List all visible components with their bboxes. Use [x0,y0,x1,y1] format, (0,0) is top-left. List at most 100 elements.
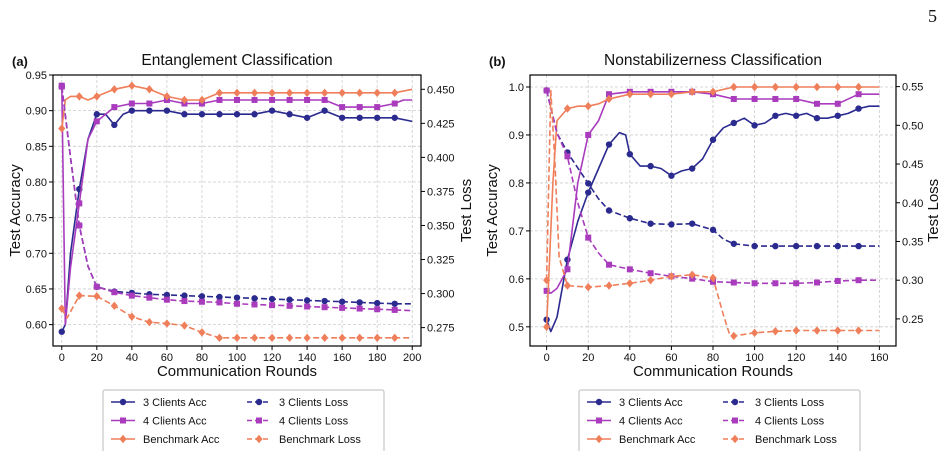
3-clients-acc-point [605,141,613,148]
3-clients-loss-point [303,297,311,304]
benchmark-loss-point [128,312,136,321]
4-clients-loss-point [146,294,153,301]
4-clients-acc-point [234,96,240,103]
benchmark-acc-point [128,81,136,90]
3-clients-acc-point [834,112,841,119]
y2-tick-label: 0.30 [902,275,923,287]
benchmark-acc-point [180,95,189,105]
4-clients-loss-point [339,304,346,311]
4-clients-loss-point [543,87,550,94]
benchmark-acc-point [75,92,83,101]
benchmark-loss-point [834,326,842,335]
3-clients-acc-point [286,111,293,118]
benchmark-acc-point [584,101,592,111]
y-tick-label: 0.65 [26,284,47,296]
x-tick-label: 0 [59,352,65,364]
benchmark-loss-point [338,333,346,343]
3-clients-acc-point [268,107,276,114]
benchmark-loss-point [321,333,329,343]
4-clients-acc-point [606,91,613,98]
benchmark-loss-point [58,304,66,313]
benchmark-acc-point [145,85,153,94]
panel-b-x-label: Communication Rounds [633,363,793,380]
3-clients-acc-point [391,114,398,121]
benchmark-acc-point [250,88,259,98]
y2-tick-label: 0.45 [902,159,923,171]
3-clients-acc-point [216,111,223,118]
benchmark-loss-point [373,333,381,343]
benchmark-loss-point [854,326,863,335]
3-clients-acc-point [146,107,153,114]
4-clients-acc-point [730,95,737,102]
3-clients-loss-point [268,295,276,303]
3-clients-acc-point [163,107,171,114]
3-clients-loss-point [668,221,675,228]
x-tick-label: 40 [624,352,636,364]
4-clients-acc-point [321,96,328,103]
benchmark-loss-point [792,326,800,335]
panel-a-y2-label: Test Loss [458,179,475,242]
panel-a-legend: 3 Clients Acc 3 Clients Loss 4 Clients Acc… [102,389,385,451]
4-clients-loss-point [321,304,328,311]
x-tick-label: 100 [745,352,763,364]
3-clients-acc-point [111,121,118,129]
3-clients-acc-point [373,114,381,121]
benchmark-acc-point [338,88,346,98]
4-clients-loss-point [374,306,381,313]
benchmark-acc-point [647,89,655,99]
4-clients-loss-point [855,277,862,284]
benchmark-acc-point [563,104,572,113]
3-clients-loss-point [647,220,654,227]
legend-swatch-marker [255,434,263,444]
benchmark-loss-point [605,281,613,290]
4-clients-loss-point [793,280,800,287]
benchmark-acc-point [771,82,779,92]
benchmark-loss-point [813,326,821,335]
3-clients-loss-point [834,242,841,250]
4-clients-loss-point [128,292,135,299]
4-clients-acc-point [146,100,153,107]
benchmark-acc-point [834,82,842,92]
4-clients-acc-point [374,104,381,111]
benchmark-loss-point [180,321,189,330]
legend-swatch-marker [595,434,603,444]
3-clients-acc-point [730,119,737,127]
benchmark-acc-point [854,82,863,92]
4-clients-loss-point [234,300,240,307]
3-clients-loss-point [626,215,634,222]
3-clients-loss-line [545,90,880,247]
y2-tick-label: 0.450 [427,84,455,96]
4-clients-acc-point [564,266,571,273]
4-clients-loss-point [58,83,65,90]
legend-swatch-marker [255,398,263,406]
benchmark-acc-point [709,87,717,96]
4-clients-loss-point [730,279,737,286]
x-tick-label: 80 [196,352,208,364]
benchmark-loss-point [215,333,224,343]
x-tick-label: 160 [333,352,351,364]
legend-item-label: Benchmark Loss [755,434,837,446]
4-clients-loss-point [585,234,592,241]
4-clients-acc-point [813,100,820,107]
y2-tick-label: 0.40 [902,198,923,210]
benchmark-acc-point [285,88,294,98]
4-clients-loss-point [198,298,205,305]
benchmark-loss-point [730,331,738,341]
3-clients-loss-point [286,296,293,303]
legend-swatch-marker [595,398,603,406]
benchmark-acc-point [391,88,399,98]
benchmark-loss-point [268,333,276,343]
panel-b-ticks: 0 20 40 60 80 100 120 140 160 0.5 0.6 0.7 0.8 0.9 1.0 0… [509,82,924,364]
4-clients-acc-point [834,100,841,107]
benchmark-acc-point [215,88,224,98]
y2-tick-label: 0.350 [427,220,455,232]
x-tick-label: 60 [161,352,173,364]
3-clients-loss-point [792,242,800,250]
3-clients-acc-point [668,172,675,179]
3-clients-acc-point [198,111,206,118]
legend-swatch-marker [732,417,738,424]
legend-swatch-marker [731,398,739,406]
3-clients-acc-line [545,105,880,333]
4-clients-loss-point [813,279,820,286]
4-clients-acc-point [93,118,100,125]
